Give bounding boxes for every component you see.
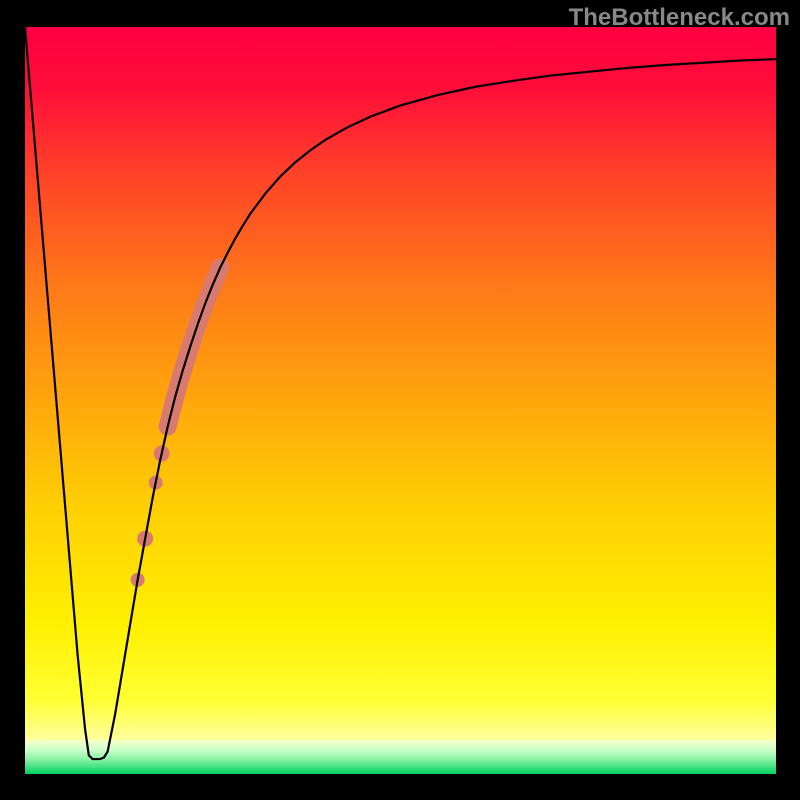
green-strip xyxy=(25,740,776,774)
attribution-text: TheBottleneck.com xyxy=(569,4,790,32)
chart-plot-area xyxy=(25,27,776,774)
gradient-background xyxy=(25,27,776,774)
chart-svg xyxy=(25,27,776,774)
